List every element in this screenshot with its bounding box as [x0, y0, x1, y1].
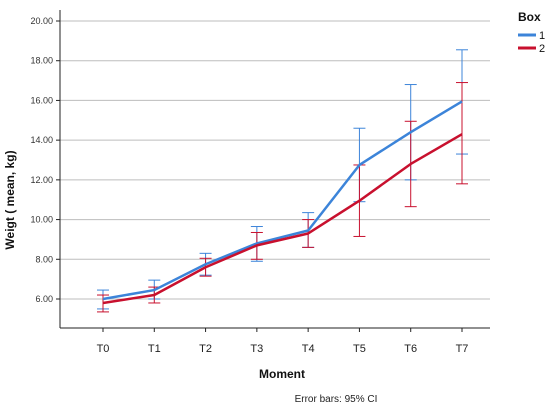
x-tick-label: T5	[353, 343, 366, 355]
legend-title: Box	[518, 10, 541, 24]
x-tick-label: T4	[302, 343, 315, 355]
x-axis-ticks: T0 T1 T2 T3 T4 T5 T6 T7	[97, 328, 469, 355]
legend-label-1: 1	[539, 30, 545, 42]
error-bars	[97, 49, 468, 313]
x-axis-title: Moment	[259, 367, 305, 381]
x-tick-label: T7	[456, 343, 469, 355]
y-tick-label: 10.00	[30, 215, 53, 225]
series-line-1	[102, 100, 463, 301]
legend-label-2: 2	[539, 43, 545, 55]
series-lines	[102, 100, 463, 305]
y-tick-label: 18.00	[30, 56, 53, 66]
x-tick-label: T1	[148, 343, 161, 355]
x-tick-label: T2	[199, 343, 212, 355]
legend: Box 1 2	[518, 10, 545, 55]
y-tick-label: 12.00	[30, 175, 53, 185]
y-tick-label: 6.00	[35, 294, 53, 304]
y-axis-title: Weigt ( mean, kg)	[3, 150, 17, 249]
y-tick-label: 8.00	[35, 254, 53, 264]
y-tick-label: 14.00	[30, 135, 53, 145]
x-tick-label: T3	[250, 343, 263, 355]
x-tick-label: T0	[97, 343, 110, 355]
x-tick-label: T6	[404, 343, 417, 355]
y-tick-label: 20.00	[30, 16, 53, 26]
error-bars-footnote: Error bars: 95% CI	[295, 394, 378, 405]
series-line-2	[102, 133, 463, 305]
gridlines	[60, 20, 490, 300]
y-tick-label: 16.00	[30, 95, 53, 105]
y-axis-ticks: 6.00 8.00 10.00 12.00 14.00 16.00 18.00 20.00	[30, 16, 60, 304]
error-bar-series-2	[456, 82, 468, 185]
